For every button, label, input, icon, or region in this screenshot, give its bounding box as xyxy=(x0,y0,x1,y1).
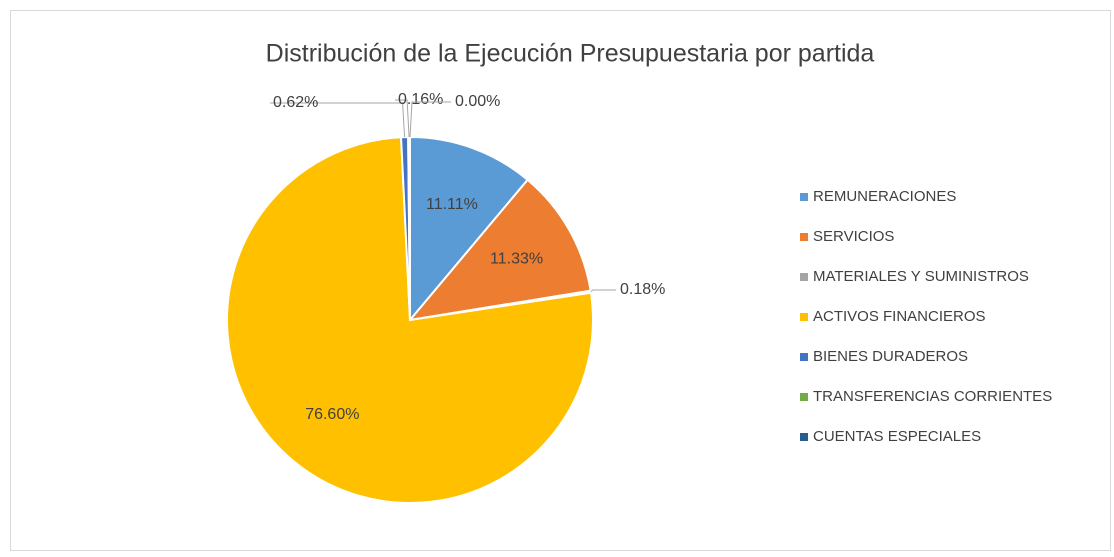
data-label: 11.11% xyxy=(426,196,478,213)
leader-line xyxy=(409,101,451,138)
legend-swatch xyxy=(800,193,808,201)
legend-swatch xyxy=(800,313,808,321)
data-label: 76.60% xyxy=(305,406,359,423)
pie-slice xyxy=(409,135,530,323)
data-label: 0.00% xyxy=(455,93,500,110)
legend-label: CUENTAS ESPECIALES xyxy=(813,428,981,445)
legend-swatch xyxy=(800,273,808,281)
legend-swatch xyxy=(800,393,808,401)
data-label: 0.62% xyxy=(273,94,318,111)
pie-slice xyxy=(226,136,594,504)
data-label: 0.18% xyxy=(620,281,665,298)
pie-slice xyxy=(407,178,592,322)
legend-label: TRANSFERENCIAS CORRIENTES xyxy=(813,388,1052,405)
legend-label: SERVICIOS xyxy=(813,228,894,245)
chart-title: Distribución de la Ejecución Presupuesta… xyxy=(266,40,875,68)
legend-label: REMUNERACIONES xyxy=(813,188,956,205)
legend-label: MATERIALES Y SUMINISTROS xyxy=(813,268,1029,285)
leader-line xyxy=(270,102,406,138)
leader-line xyxy=(590,289,616,293)
leader-line xyxy=(395,99,410,138)
data-label: 11.33% xyxy=(490,251,543,268)
legend-swatch xyxy=(800,233,808,241)
legend-swatch xyxy=(800,433,808,441)
legend-label: BIENES DURADEROS xyxy=(813,348,968,365)
data-label: 0.16% xyxy=(398,91,443,108)
legend-label: ACTIVOS FINANCIEROS xyxy=(813,308,986,325)
legend-swatch xyxy=(800,353,808,361)
